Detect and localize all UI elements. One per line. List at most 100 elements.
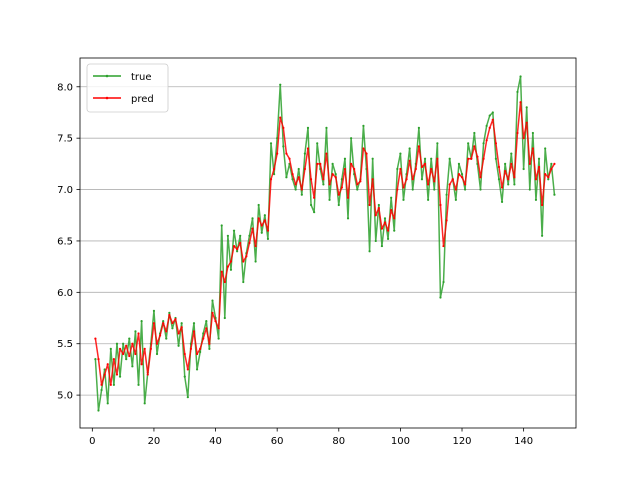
data-point-true [263, 214, 266, 217]
data-point-pred [353, 167, 356, 171]
data-point-pred [118, 347, 122, 350]
data-point-true [457, 162, 461, 165]
data-point-pred [337, 193, 340, 196]
data-point-pred [390, 209, 393, 212]
data-point-true [239, 234, 242, 237]
data-point-pred [494, 142, 497, 145]
data-point-pred [294, 183, 297, 186]
data-point-pred [359, 180, 362, 183]
data-point-true [300, 193, 303, 196]
data-point-pred [340, 186, 343, 189]
data-point-pred [236, 248, 239, 251]
data-point-pred [109, 383, 112, 386]
data-point-pred [442, 244, 445, 248]
data-point-true [346, 217, 350, 220]
data-point-true [325, 126, 328, 129]
data-point-pred [319, 162, 322, 165]
data-point-true [383, 217, 387, 220]
data-point-true [386, 237, 390, 240]
data-point-pred [115, 373, 119, 376]
data-point-true [282, 145, 285, 148]
data-point-pred [254, 244, 257, 248]
data-point-pred [350, 162, 353, 165]
data-point-true [460, 173, 464, 176]
data-point-pred [100, 383, 103, 386]
y-tick-label: 7.0 [57, 185, 73, 196]
data-point-pred [386, 229, 390, 232]
data-point-true [306, 126, 310, 129]
data-point-true [183, 375, 186, 378]
data-point-true [550, 162, 553, 165]
data-point-true [516, 90, 519, 94]
data-point-true [343, 157, 347, 160]
data-point-true [547, 178, 550, 181]
data-point-true [180, 322, 183, 325]
data-point-true [177, 344, 180, 347]
data-point-pred [174, 317, 177, 321]
data-point-true [362, 124, 365, 127]
data-point-pred [140, 363, 143, 366]
x-axis-ticks: 0 20 40 60 80 100 120 140 [89, 428, 533, 447]
data-point-true [488, 114, 491, 117]
data-point-pred [531, 147, 534, 150]
data-point-true [217, 337, 220, 340]
data-point-pred [454, 188, 457, 191]
y-tick-label: 5.5 [57, 339, 73, 350]
data-point-true [553, 193, 556, 196]
data-point-pred [205, 327, 208, 330]
legend-label: true [131, 72, 152, 83]
data-point-true [269, 142, 273, 145]
data-point-true [165, 337, 168, 340]
data-point-true [430, 157, 433, 160]
y-tick-label: 8.0 [57, 82, 73, 93]
data-point-true [439, 296, 442, 299]
data-point-pred [208, 342, 211, 345]
data-point-true [522, 167, 525, 171]
data-point-true [313, 211, 316, 214]
data-point-true [202, 332, 205, 335]
data-point-true [106, 402, 109, 405]
data-point-pred [211, 311, 214, 314]
data-point-pred [183, 352, 186, 356]
data-point-pred [377, 206, 380, 210]
data-point-pred [192, 330, 196, 333]
data-point-pred [334, 176, 337, 179]
data-point-pred [491, 118, 494, 121]
series-layer [94, 75, 556, 412]
data-point-pred [451, 178, 454, 181]
legend-entry-pred: pred [93, 94, 154, 105]
data-point-true [482, 142, 485, 145]
data-point-true [279, 83, 282, 86]
data-point-pred [122, 352, 125, 356]
data-point-true [248, 234, 251, 237]
data-point-pred [159, 334, 162, 337]
data-point-true [109, 347, 112, 350]
series-pred [94, 101, 556, 386]
data-point-true [171, 327, 174, 330]
data-point-pred [229, 260, 233, 263]
data-point-pred [427, 183, 430, 186]
data-point-true [155, 352, 159, 356]
data-point-true [309, 203, 313, 207]
data-point-true [368, 250, 371, 253]
data-point-pred [383, 221, 387, 224]
data-point-pred [168, 313, 171, 317]
data-point-true [195, 368, 199, 371]
data-point-pred [547, 176, 550, 179]
data-point-true [131, 365, 134, 368]
data-point-true [140, 320, 143, 323]
y-tick-label: 6.0 [57, 288, 73, 299]
y-tick-label: 6.5 [57, 236, 73, 247]
data-point-true [208, 347, 211, 350]
data-point-pred [103, 373, 106, 376]
data-point-pred [463, 183, 467, 186]
data-point-pred [248, 241, 251, 245]
data-point-pred [439, 203, 442, 207]
data-point-pred [143, 347, 146, 350]
data-point-pred [149, 347, 152, 350]
data-point-pred [266, 229, 270, 232]
data-point-pred [457, 173, 461, 176]
data-point-true [463, 188, 467, 191]
data-point-true [134, 330, 137, 333]
data-point-pred [430, 167, 433, 171]
